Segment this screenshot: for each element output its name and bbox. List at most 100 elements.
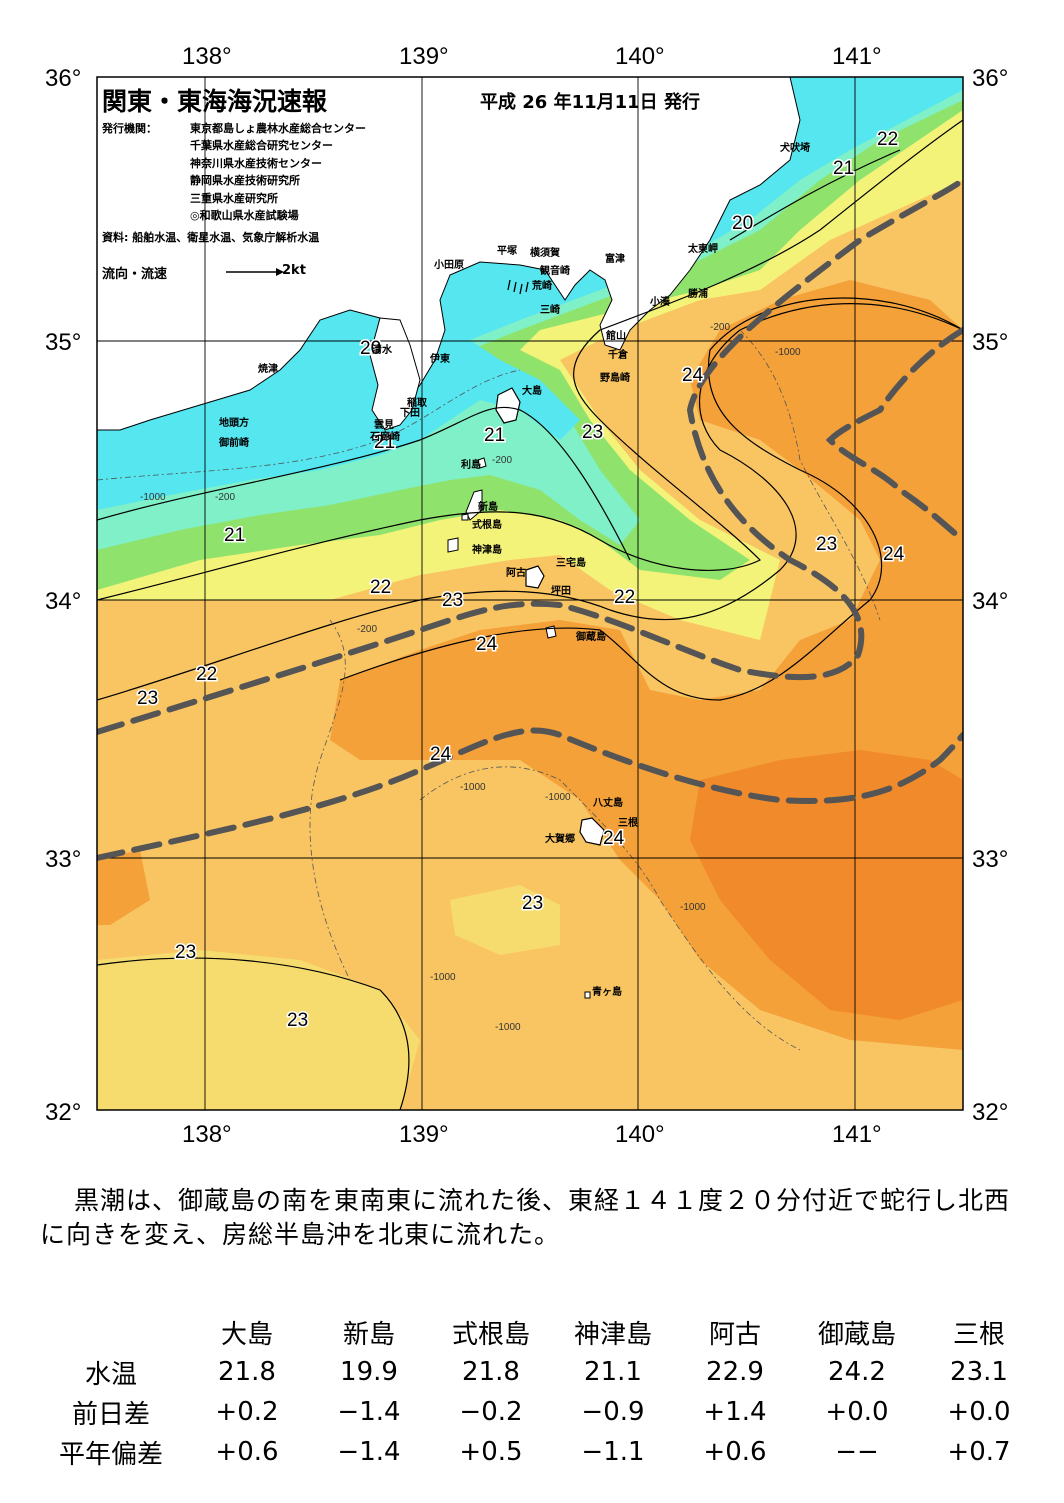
table-cell: +0.2: [215, 1397, 279, 1427]
column-header: 新島: [342, 1319, 395, 1350]
data-sources: 資料: 船舶水温、衛星水温、気象庁解析水温: [102, 231, 320, 244]
depth-label: -200: [492, 455, 512, 466]
place-label: 野島崎: [600, 371, 630, 384]
lat-tick-left-34: 34°: [45, 588, 81, 615]
depth-label: -1000: [460, 782, 486, 793]
lon-tick-bottom-138: 138°: [182, 1121, 232, 1148]
lat-tick-left-36: 36°: [45, 65, 81, 92]
sea-zone-25-plus: [690, 750, 963, 1020]
depth-contour-1000-c: [309, 619, 351, 981]
row-header: 水温: [84, 1359, 137, 1390]
isotherm-20: [729, 149, 901, 241]
table-cell: 19.9: [340, 1357, 398, 1387]
place-label: 焼津: [258, 362, 278, 375]
place-label: 館山: [605, 329, 626, 342]
column-header: 御蔵島: [817, 1319, 896, 1350]
column-header: 阿古: [708, 1319, 761, 1350]
land-mainland: [97, 77, 801, 431]
isotherm-label: 24: [476, 634, 498, 655]
table-cell: −0.9: [581, 1397, 645, 1427]
flow-legend-label: 流向・流速: [102, 267, 168, 282]
lon-tick-bottom-139: 139°: [399, 1121, 449, 1148]
isotherm-label: 22: [370, 577, 391, 598]
place-label: 石廊崎: [369, 430, 400, 443]
place-label: 稲取: [407, 396, 428, 409]
depth-label: -1000: [680, 902, 706, 913]
column-header: 三根: [952, 1319, 1005, 1350]
kuroshio-axis-south: [97, 727, 963, 861]
island-aogashima: [584, 991, 591, 999]
place-label: 犬吠埼: [780, 141, 810, 154]
table-cell: −1.4: [337, 1397, 401, 1427]
lon-tick-bottom-140: 140°: [615, 1121, 665, 1148]
island-oshima: [495, 387, 521, 424]
sea-temperature-map: 138° 139° 140° 141° 138° 139° 140° 141° …: [45, 43, 1008, 1148]
isotherm-label: 23: [582, 422, 603, 443]
island-miyakejima: [525, 565, 545, 589]
organization-item: ◎和歌山県水産試験場: [190, 209, 299, 223]
page-title: 関東・東海海況速報: [102, 87, 328, 116]
place-label: 小湊: [649, 295, 671, 308]
land-izu-peninsula: [369, 317, 421, 431]
isotherm-label: 24: [430, 744, 452, 765]
table-cell: +0.5: [459, 1437, 523, 1467]
place-label: 御蔵島: [575, 630, 606, 643]
lon-tick-top-140: 140°: [615, 43, 665, 70]
kuroshio-axis-north: [97, 177, 963, 735]
depth-label: -1000: [495, 1022, 521, 1033]
lat-tick-right-35: 35°: [972, 329, 1008, 356]
isotherm-label: 20: [732, 213, 753, 234]
place-label: 下田: [400, 407, 420, 419]
isotherm-label: 21: [833, 158, 854, 179]
lat-tick-right-33: 33°: [972, 846, 1008, 873]
place-label: 地頭方: [219, 416, 249, 429]
lon-tick-top-141: 141°: [832, 43, 882, 70]
place-label: 横須賀: [530, 246, 560, 259]
place-label: 三根: [618, 816, 638, 829]
island-hachijojima: [579, 817, 605, 846]
place-label: 観音崎: [540, 264, 570, 277]
isotherm-label: 22: [877, 129, 898, 150]
isotherm-label: 21: [374, 432, 395, 453]
table-cell: 21.1: [584, 1357, 642, 1387]
depth-label: -1000: [545, 792, 571, 803]
place-label: 雲見: [374, 419, 394, 431]
summary-text: 黒潮は、御蔵島の南を東南東に流れた後、東経１４１度２０分付近で蛇行し北西に向きを…: [40, 1186, 1011, 1249]
table-cell: +0.6: [703, 1437, 767, 1467]
depth-label: -1000: [430, 972, 456, 983]
island-shikinejima: [461, 513, 469, 521]
table-cell: −0.2: [459, 1397, 523, 1427]
place-label: 青ヶ島: [592, 985, 622, 998]
table-cell: 22.9: [706, 1357, 764, 1387]
table-corner: [36, 1312, 186, 1352]
lat-tick-right-32: 32°: [972, 1099, 1008, 1126]
isotherm-label: 23: [442, 590, 463, 611]
place-label: 三宅島: [556, 556, 586, 569]
place-label: 式根島: [472, 518, 502, 531]
isotherm-label: 23: [175, 942, 196, 963]
place-label: 坪田: [551, 584, 571, 597]
lat-tick-left-35: 35°: [45, 329, 81, 356]
isotherm-label: 24: [603, 828, 625, 849]
depth-contour-1000-a: [97, 369, 521, 481]
table-cell: 23.1: [950, 1357, 1008, 1387]
depth-contour-1000-d: [739, 329, 881, 621]
organization-item: 千葉県水産総合研究センター: [190, 139, 333, 153]
table-row: 水温 21.8 19.9 21.8 21.1 22.9 24.2 23.1: [36, 1352, 1040, 1392]
depth-label: -1000: [140, 492, 166, 503]
table-cell: +1.4: [703, 1397, 767, 1427]
isotherm-label: 23: [137, 688, 158, 709]
isotherm-label: 24: [682, 365, 704, 386]
island-kozushima: [447, 537, 459, 553]
place-label: 八丈島: [592, 796, 623, 809]
table-cell: 21.8: [218, 1357, 276, 1387]
table-cell: −1.4: [337, 1437, 401, 1467]
column-header: 式根島: [451, 1319, 530, 1350]
sea-zone-24-west: [97, 850, 150, 925]
organization-list: 東京都島しょ農林水産総合センター 千葉県水産総合研究センター 神奈川県水産技術セ…: [190, 120, 366, 224]
place-label: 伊東: [429, 352, 450, 365]
depth-label: -1000: [775, 347, 801, 358]
depth-label: -200: [710, 322, 730, 333]
isotherm-label: 20: [360, 338, 381, 359]
place-label: 阿古: [506, 566, 526, 579]
